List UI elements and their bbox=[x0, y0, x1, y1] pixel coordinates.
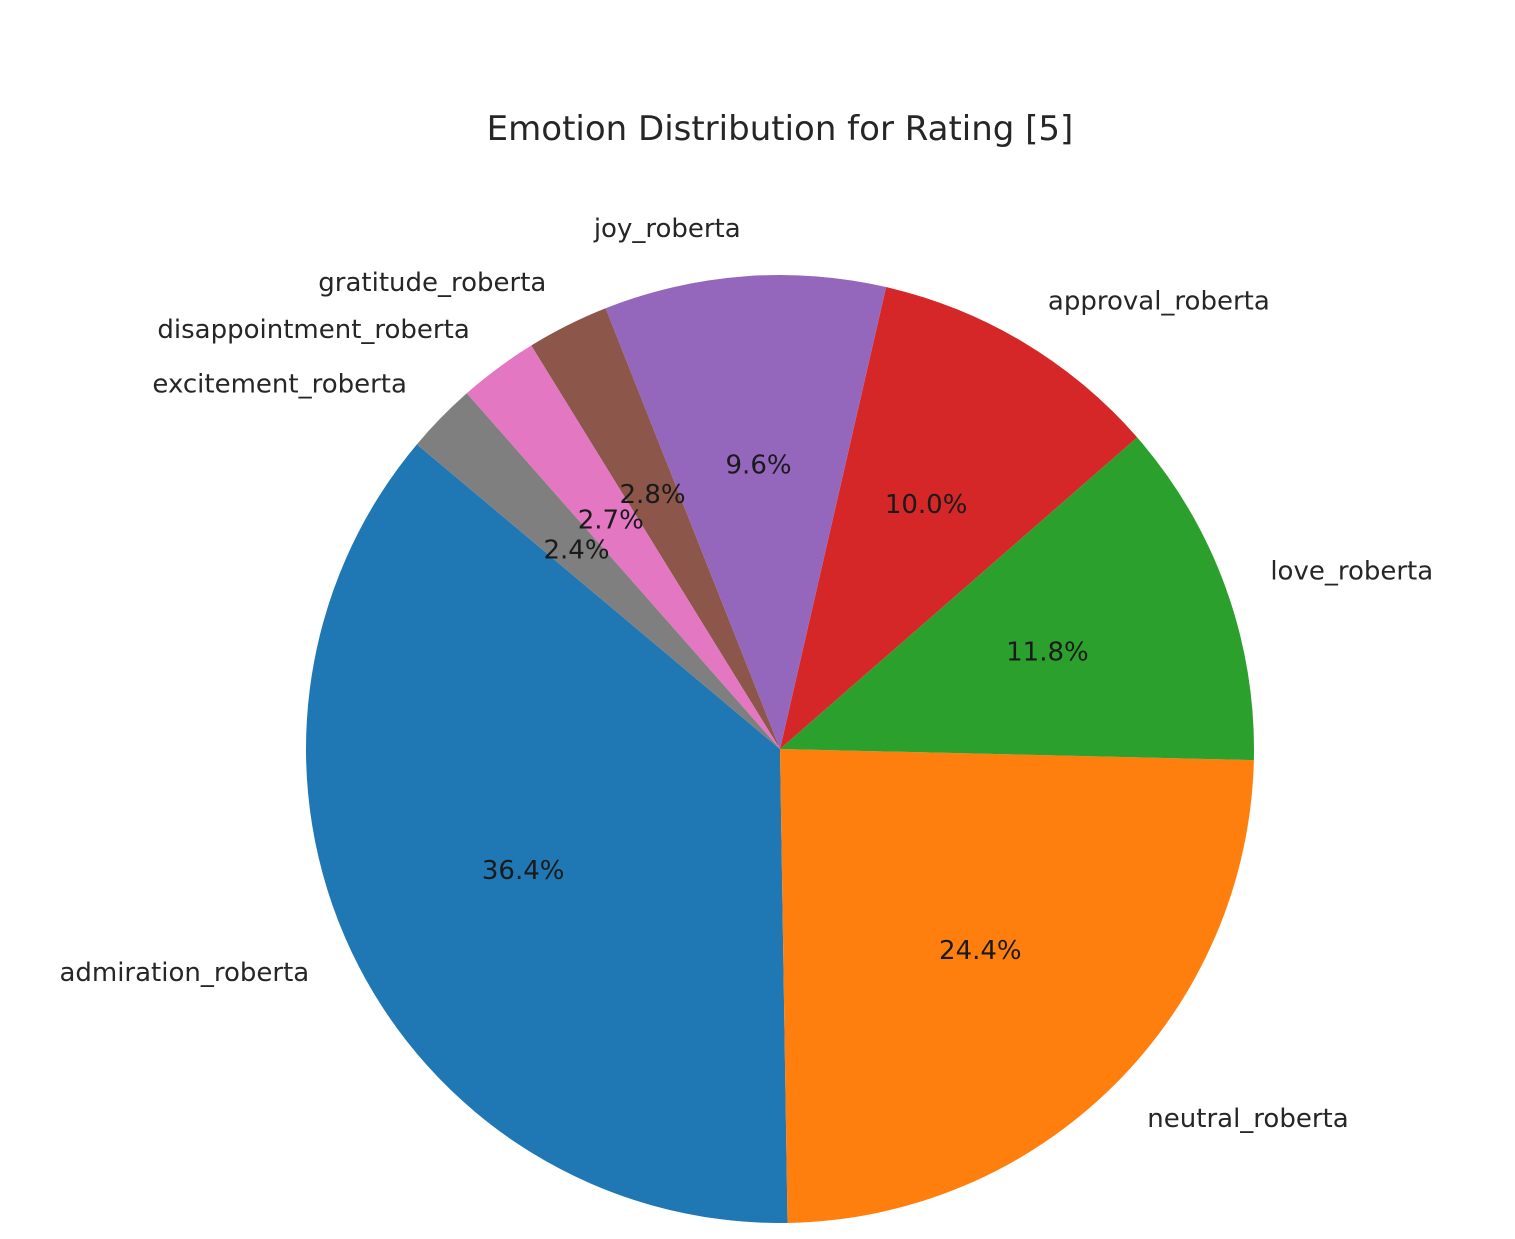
slice-percent-disappointment-roberta: 2.7% bbox=[578, 505, 644, 535]
slice-percent-excitement-roberta: 2.4% bbox=[543, 535, 609, 565]
slice-percent-approval-roberta: 10.0% bbox=[885, 490, 968, 520]
pie-slice-approval-roberta bbox=[780, 287, 1138, 749]
pie-slice-admiration-roberta bbox=[305, 444, 788, 1223]
pie-slice-gratitude-roberta bbox=[531, 308, 780, 749]
slice-label-excitement-roberta: excitement_roberta bbox=[152, 370, 407, 400]
slice-label-joy-roberta: joy_roberta bbox=[593, 214, 741, 244]
pie-slice-love-roberta bbox=[780, 437, 1254, 761]
slice-percent-neutral-roberta: 24.4% bbox=[939, 936, 1022, 966]
slice-percent-love-roberta: 11.8% bbox=[1006, 637, 1089, 667]
pie-slice-neutral-roberta bbox=[780, 749, 1254, 1223]
slice-percent-admiration-roberta: 36.4% bbox=[482, 856, 565, 886]
slice-label-love-roberta: love_roberta bbox=[1270, 557, 1433, 587]
labels-layer: admiration_roberta 36.4% neutral_roberta 24… bbox=[59, 214, 1433, 1134]
pie-slice-disappointment-roberta bbox=[466, 345, 780, 749]
pie-slice-excitement-roberta bbox=[416, 393, 780, 749]
slice-percent-gratitude-roberta: 2.8% bbox=[620, 480, 686, 510]
slices-layer bbox=[305, 275, 1254, 1223]
slice-label-disappointment-roberta: disappointment_roberta bbox=[157, 315, 469, 345]
pie-slice-joy-roberta bbox=[605, 275, 887, 749]
slice-label-gratitude-roberta: gratitude_roberta bbox=[318, 268, 546, 298]
slice-percent-joy-roberta: 9.6% bbox=[726, 450, 792, 480]
chart-title: Emotion Distribution for Rating [5] bbox=[487, 109, 1074, 149]
slice-label-admiration-roberta: admiration_roberta bbox=[59, 958, 309, 988]
slice-label-neutral-roberta: neutral_roberta bbox=[1147, 1104, 1348, 1134]
slice-label-approval-roberta: approval_roberta bbox=[1048, 287, 1270, 317]
